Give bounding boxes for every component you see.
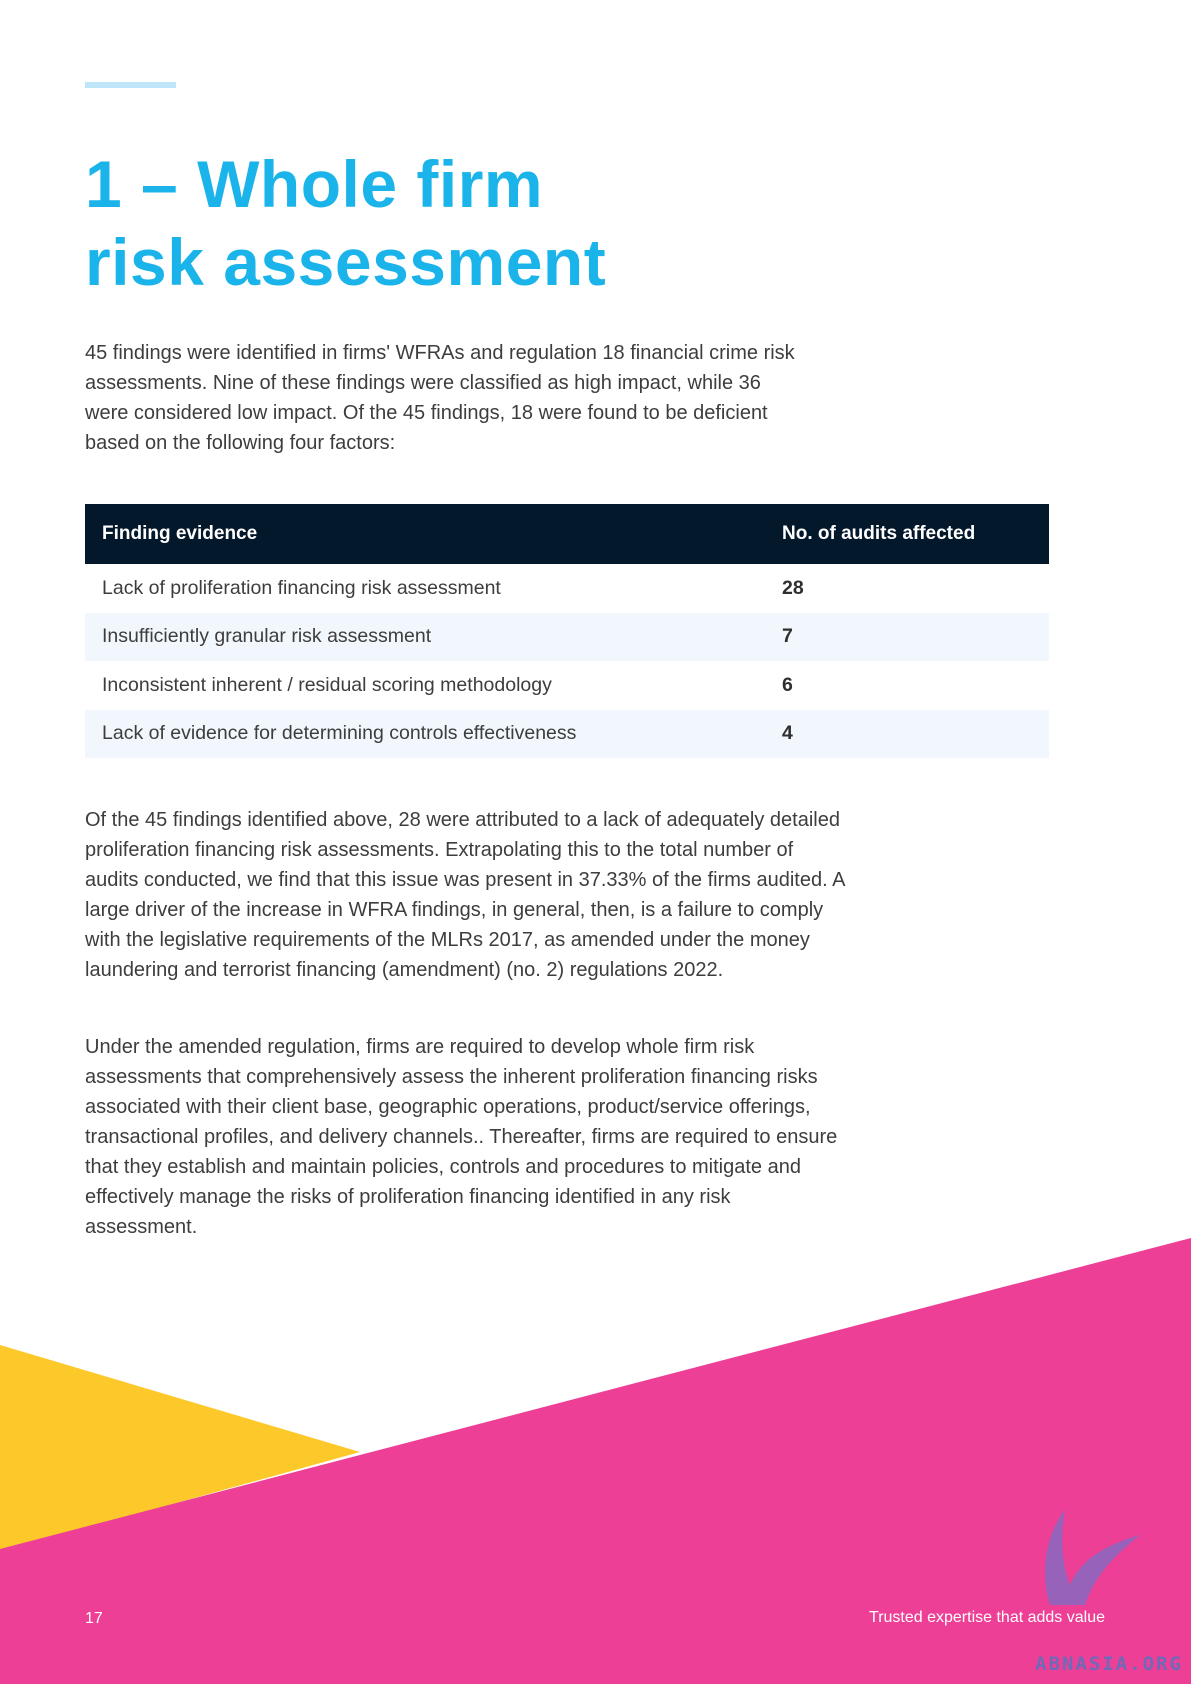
body-paragraph-1: Of the 45 findings identified above, 28 … (85, 809, 845, 981)
finding-cell: Lack of proliferation financing risk ass… (102, 576, 501, 599)
table-row: Inconsistent inherent / residual scoring… (85, 661, 1049, 710)
yellow-triangle (0, 1345, 360, 1552)
count-cell: 7 (765, 612, 1049, 661)
title-line-1: 1 – Whole firm (85, 147, 544, 221)
table-row: Lack of evidence for determining control… (85, 709, 1049, 758)
body-paragraph-2: Under the amended regulation, firms are … (85, 1036, 838, 1238)
count-cell: 4 (765, 709, 1049, 758)
count-cell: 6 (782, 673, 793, 696)
table-row: Lack of proliferation financing risk ass… (85, 564, 1049, 613)
watermark-text: ABNASIA.ORG (1035, 1653, 1183, 1675)
column-header-count: No. of audits affected (765, 504, 1049, 564)
page-title: 1 – Whole firm risk assessment (85, 145, 606, 301)
intro-paragraph: 45 findings were identified in firms' WF… (85, 342, 795, 454)
count-cell: 28 (782, 576, 804, 599)
pink-shape (0, 1238, 1191, 1684)
table-header-row: Finding evidence No. of audits affected (85, 504, 1049, 564)
column-header-finding: Finding evidence (85, 504, 765, 564)
footer-tagline: Trusted expertise that adds value (869, 1609, 1105, 1626)
findings-table: Finding evidence No. of audits affected … (85, 504, 1049, 758)
finding-cell: Inconsistent inherent / residual scoring… (102, 673, 552, 696)
title-line-2: risk assessment (85, 225, 607, 299)
finding-cell: Lack of evidence for determining control… (85, 709, 765, 758)
page-number: 17 (85, 1610, 103, 1627)
table-row: Insufficiently granular risk assessment … (85, 612, 1049, 661)
accent-line (85, 82, 176, 88)
finding-cell: Insufficiently granular risk assessment (85, 612, 765, 661)
watermark-emblem-icon (1045, 1510, 1140, 1605)
